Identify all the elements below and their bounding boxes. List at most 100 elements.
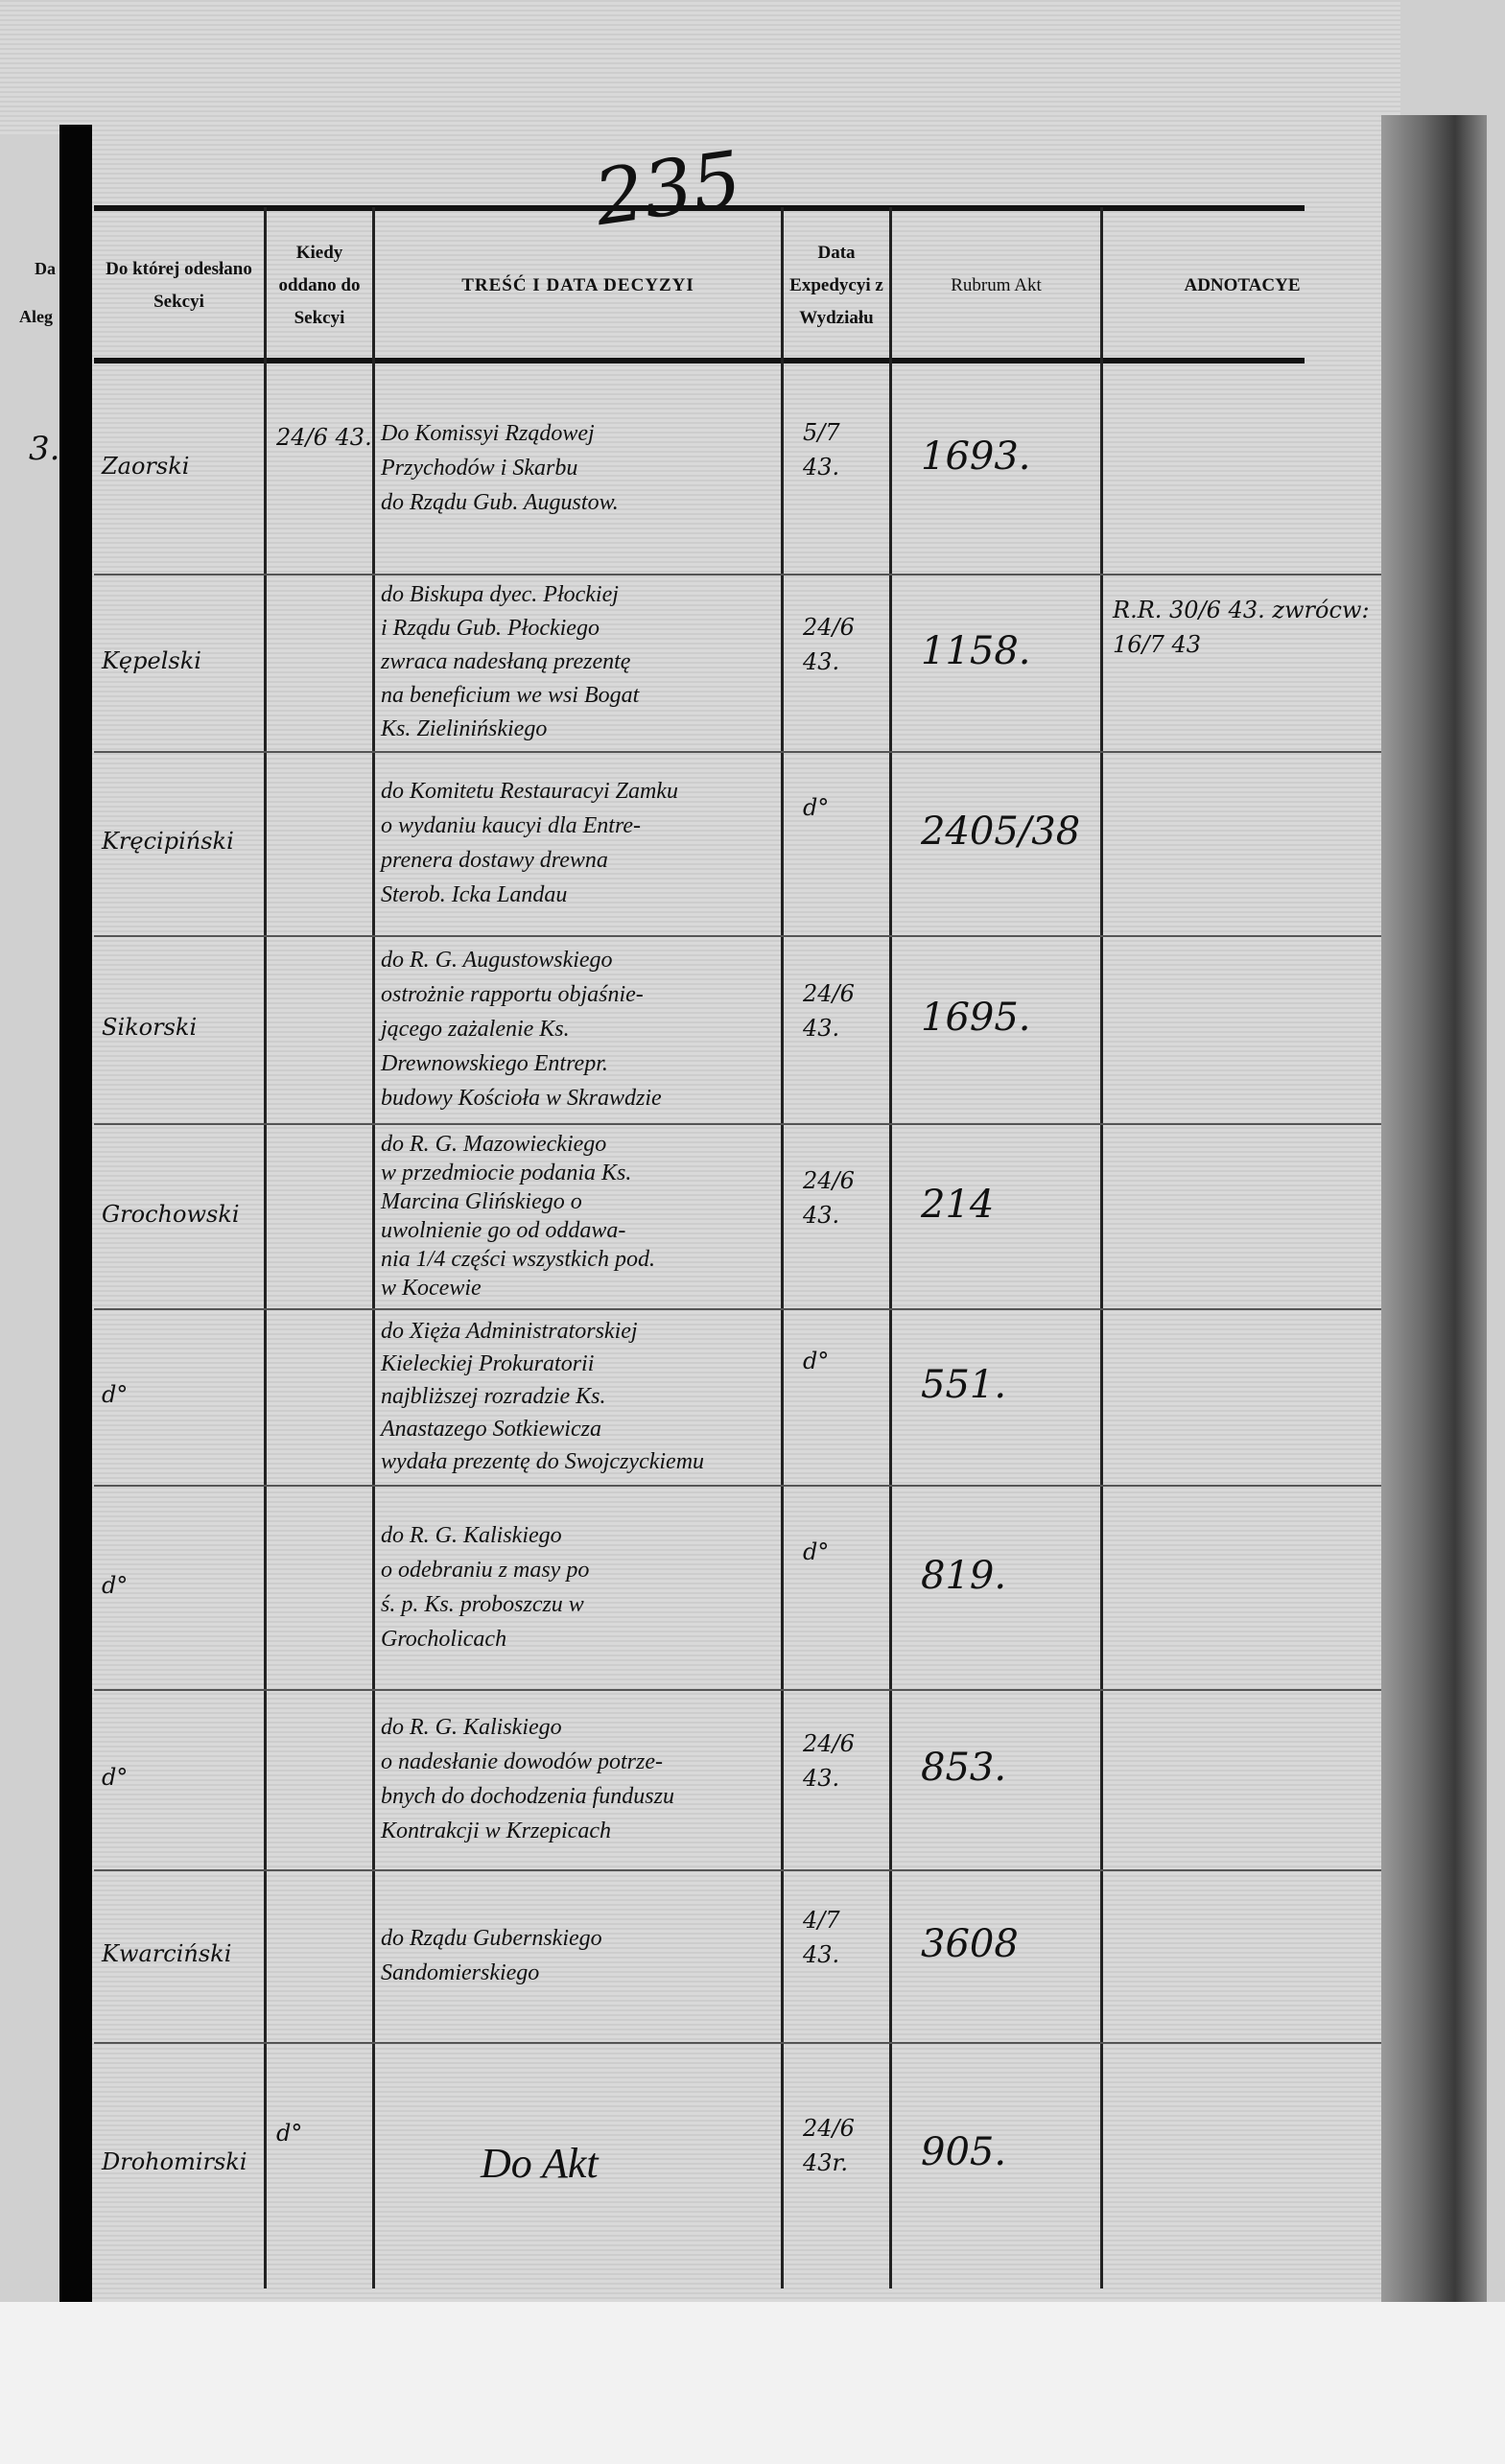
row-sekcja: Kwarciński bbox=[102, 1940, 232, 1967]
row-rubrum: 1695. bbox=[921, 996, 1031, 1040]
row-tresc-line: Drewnowskiego Entrepr. bbox=[381, 1051, 608, 1076]
row-data-expedycyi: 24/6 43. bbox=[803, 980, 855, 1042]
row-rule bbox=[94, 1485, 1381, 1487]
row-rule bbox=[94, 1123, 1381, 1125]
row-tresc-line: do Biskupa dyec. Płockiej bbox=[381, 582, 619, 607]
row-rubrum: 1693. bbox=[921, 434, 1031, 479]
row-tresc-line: ś. p. Ks. proboszczu w bbox=[381, 1591, 584, 1617]
row-tresc-line: do Xięża Administratorskiej bbox=[381, 1319, 638, 1344]
row-sekcja: Kręcipiński bbox=[102, 828, 234, 855]
row-rule bbox=[94, 751, 1381, 753]
row-sekcja: Sikorski bbox=[102, 1014, 198, 1041]
row-rubrum: 853. bbox=[921, 1746, 1007, 1790]
row-tresc-line: Grocholicach bbox=[381, 1626, 507, 1652]
row-data-expedycyi: 24/6 43. bbox=[803, 1166, 855, 1229]
row-tresc-line: w Kocewie bbox=[381, 1275, 482, 1301]
row-tresc-line: prenera dostawy drewna bbox=[381, 848, 608, 873]
row-tresc-line: w przedmiocie podania Ks. bbox=[381, 1160, 632, 1185]
row-rubrum: 2405/38 bbox=[921, 810, 1081, 854]
row-sekcja: Zaorski bbox=[102, 452, 190, 480]
row-tresc-line: o odebraniu z masy po bbox=[381, 1557, 590, 1583]
book-edge bbox=[1381, 115, 1487, 2311]
header-top-rule bbox=[94, 205, 1305, 211]
register-page bbox=[0, 0, 1400, 2302]
row-data-expedycyi: d° bbox=[803, 1537, 830, 1565]
row-tresc-line: na beneficium we wsi Bogat bbox=[381, 683, 640, 708]
column-rule bbox=[781, 207, 784, 2288]
row-rubrum: 551. bbox=[921, 1363, 1007, 1407]
row-data-expedycyi: d° bbox=[803, 794, 830, 821]
row-rule bbox=[94, 935, 1381, 937]
row-tresc-line: uwolnienie go od oddawa- bbox=[381, 1217, 626, 1243]
row-tresc-line: budowy Kościoła w Skrawdzie bbox=[381, 1086, 662, 1111]
row-tresc-line: zwraca nadesłaną prezentę bbox=[381, 649, 631, 674]
row-tresc-line: Sandomierskiego bbox=[381, 1960, 540, 1985]
row-rule bbox=[94, 574, 1381, 575]
row-sekcja: Kępelski bbox=[102, 646, 201, 674]
row-kiedy: d° bbox=[276, 2120, 303, 2147]
row-tresc-line: do R. G. Kaliskiego bbox=[381, 1715, 562, 1740]
row-tresc-line: bnych do dochodzenia funduszu bbox=[381, 1784, 674, 1809]
row-rubrum: 214 bbox=[921, 1182, 995, 1227]
row-data-expedycyi: 5/7 43. bbox=[803, 418, 840, 481]
row-tresc-line: Anastazego Sotkiewicza bbox=[381, 1417, 601, 1442]
row-rubrum: 819. bbox=[921, 1553, 1007, 1598]
row-tresc-line: jącego zażalenie Ks. bbox=[381, 1017, 570, 1042]
row-sekcja: d° bbox=[102, 1381, 129, 1408]
row-tresc-line: najbliższej rozradzie Ks. bbox=[381, 1384, 606, 1409]
background-below-page bbox=[0, 2302, 1505, 2464]
row-tresc-line: i Rządu Gub. Płockiego bbox=[381, 616, 600, 641]
row-tresc-line: Ks. Zielinińskiego bbox=[381, 716, 548, 741]
row-data-expedycyi: 24/6 43. bbox=[803, 613, 855, 675]
header-bottom-rule bbox=[94, 358, 1305, 364]
column-rule bbox=[372, 207, 375, 2288]
row-rule bbox=[94, 1308, 1381, 1310]
row-data-expedycyi: 24/6 43r. bbox=[803, 2115, 855, 2176]
row-tresc-line: Sterob. Icka Landau bbox=[381, 882, 568, 907]
row-tresc-line: Do Komissyi Rządowej bbox=[381, 420, 595, 446]
row-sekcja: d° bbox=[102, 1764, 129, 1791]
row-tresc-line: Do Akt bbox=[481, 2140, 599, 2187]
row-tresc-line: Marcina Glińskiego o bbox=[381, 1188, 582, 1214]
row-tresc-line: o nadesłanie dowodów potrze- bbox=[381, 1749, 663, 1774]
row-tresc-line: do Rządu Gubernskiego bbox=[381, 1926, 602, 1951]
row-data-expedycyi: d° bbox=[803, 1348, 830, 1374]
row-adnotacye: R.R. 30/6 43. zwrócw: 16/7 43 bbox=[1113, 597, 1370, 658]
row-data-expedycyi: 24/6 43. bbox=[803, 1730, 855, 1792]
row-tresc-line: Przychodów i Skarbu bbox=[381, 455, 578, 481]
row-tresc-line: do R. G. Kaliskiego bbox=[381, 1522, 562, 1548]
row-rubrum: 3608 bbox=[921, 1922, 1019, 1966]
row-tresc-line: wydała prezentę do Swojczyckiemu bbox=[381, 1449, 705, 1474]
header-rubrum: Rubrum Akt bbox=[951, 274, 1042, 295]
header-sekcja: Do której odesłano Sekcyi bbox=[106, 258, 252, 312]
left-page-edge bbox=[0, 134, 63, 2302]
header-data-expedycyi: Data Expedycyi z Wydziału bbox=[789, 242, 883, 328]
row-rubrum: 1158. bbox=[921, 628, 1031, 673]
row-sekcja: d° bbox=[102, 1571, 129, 1599]
row-tresc-line: do Komitetu Restauracyi Zamku bbox=[381, 779, 678, 804]
header-tresc: TREŚĆ I DATA DECYZYI bbox=[461, 274, 694, 295]
row-tresc-line: do R. G. Augustowskiego bbox=[381, 948, 613, 973]
book-binding bbox=[59, 125, 92, 2311]
column-rule bbox=[1100, 207, 1103, 2288]
row-rule bbox=[94, 2042, 1381, 2044]
row-tresc-line: Kontrakcji w Krzepicach bbox=[381, 1819, 611, 1843]
row-rule bbox=[94, 1869, 1381, 1871]
header-kiedy: Kiedy oddano do Sekcyi bbox=[278, 242, 361, 328]
column-rule bbox=[889, 207, 892, 2288]
row-tresc-line: Kieleckiej Prokuratorii bbox=[381, 1351, 595, 1376]
row-sekcja: Drohomirski bbox=[102, 2148, 247, 2175]
row-kiedy: 24/6 43. bbox=[276, 423, 372, 451]
header-adnotacye: ADNOTACYE bbox=[1184, 274, 1301, 295]
row-tresc-line: do Rządu Gub. Augustow. bbox=[381, 489, 619, 515]
row-tresc-line: o wydaniu kaucyi dla Entre- bbox=[381, 813, 642, 838]
row-rubrum: 905. bbox=[921, 2130, 1007, 2174]
row-tresc-line: ostrożnie rapportu objaśnie- bbox=[381, 982, 644, 1007]
column-rule bbox=[264, 207, 267, 2288]
left-header-fragment: Da bbox=[35, 259, 56, 278]
row-tresc-line: do R. G. Mazowieckiego bbox=[381, 1131, 607, 1157]
row-sekcja: Grochowski bbox=[102, 1200, 240, 1228]
left-row-number: 3. bbox=[29, 430, 60, 468]
row-rule bbox=[94, 1689, 1381, 1691]
row-tresc-line: nia 1/4 części wszystkich pod. bbox=[381, 1246, 655, 1272]
